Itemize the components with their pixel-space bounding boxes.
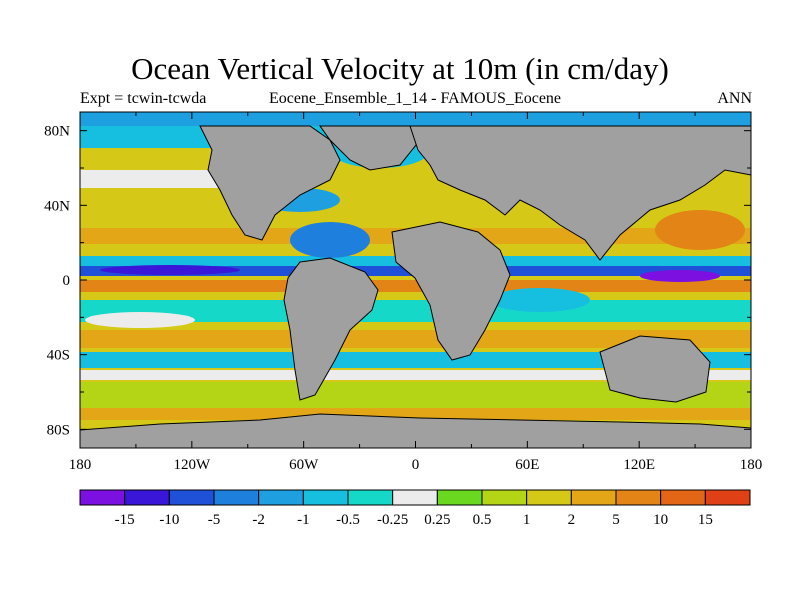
- lat-tick-label: 80N: [44, 124, 70, 140]
- indian-ocean-patch: [490, 288, 590, 312]
- land-antarctica: [80, 413, 751, 448]
- colorbar-label: 0.5: [473, 512, 492, 528]
- land-masses: [80, 125, 751, 448]
- antarctic-band: [80, 408, 751, 420]
- land-europe-asia: [409, 125, 751, 261]
- lat-tick-label: 40S: [47, 348, 70, 364]
- longitude-ticks: 180 120W 60W 0 60E 120E 180: [69, 112, 763, 473]
- lat-tick-label: 40N: [44, 198, 70, 214]
- latitude-ticks: 80N 40N 0 40S 80S: [44, 124, 751, 438]
- pacific-downwelling-2: [100, 265, 240, 275]
- colorbar: -15 -10 -5 -2 -1 -0.5 -0.25 0.25 0.5 1 2 5 10 15: [79, 489, 751, 528]
- colorbar-swatch: [302, 489, 349, 506]
- colorbar-label: 10: [653, 512, 668, 528]
- land-south-america: [283, 257, 379, 401]
- colorbar-label: -0.25: [377, 512, 408, 528]
- colorbar-swatch: [436, 489, 483, 506]
- south-white-band: [80, 370, 751, 380]
- land-north-america: [199, 125, 341, 241]
- lat-tick-label: 0: [63, 273, 71, 289]
- atlantic-blue-patch: [290, 222, 370, 258]
- colorbar-swatch: [79, 489, 126, 506]
- colorbar-swatch: [704, 489, 751, 506]
- lon-tick-label: 180: [740, 457, 763, 473]
- lon-tick-label: 60E: [515, 457, 539, 473]
- colorbar-swatch: [392, 489, 438, 506]
- pacific-downwelling: [640, 270, 720, 282]
- colorbar-label: 15: [698, 512, 713, 528]
- experiment-label: Expt = tcwin-tcwda: [80, 90, 207, 107]
- colorbar-swatch: [481, 489, 528, 506]
- north-pacific-white-band: [80, 170, 230, 188]
- colorbar-label: 2: [568, 512, 576, 528]
- colorbar-swatch: [660, 489, 706, 506]
- west-pacific-patch: [655, 210, 745, 250]
- south-mid-band: [80, 330, 751, 348]
- ensemble-subtitle: Eocene_Ensemble_1_14 - FAMOUS_Eocene: [268, 90, 562, 107]
- colorbar-swatch: [526, 489, 572, 506]
- lon-tick-label: 120W: [173, 457, 211, 473]
- colorbar-swatch: [347, 489, 394, 506]
- map-title: Ocean Vertical Velocity at 10m (in cm/da…: [131, 51, 669, 86]
- lon-tick-label: 0: [412, 457, 420, 473]
- colorbar-label: 1: [523, 512, 531, 528]
- lon-tick-label: 180: [69, 457, 92, 473]
- colorbar-label: -2: [252, 512, 265, 528]
- colorbar-label: 5: [612, 512, 620, 528]
- colorbar-swatch: [258, 489, 304, 506]
- colorbar-swatch: [570, 489, 617, 506]
- colorbar-swatch: [213, 489, 260, 506]
- colorbar-label: -1: [297, 512, 310, 528]
- land-australia: [599, 335, 711, 403]
- colorbar-label: -10: [159, 512, 179, 528]
- colorbar-swatch: [168, 489, 215, 506]
- equator-lower-band: [80, 280, 751, 292]
- lon-tick-label: 120E: [623, 457, 655, 473]
- colorbar-swatch: [124, 489, 170, 506]
- colorbar-label: -15: [115, 512, 135, 528]
- land-africa: [391, 221, 511, 361]
- lat-tick-label: 80S: [47, 422, 70, 438]
- colorbar-swatch: [615, 489, 662, 506]
- south-blue-band: [80, 352, 751, 368]
- lon-tick-label: 60W: [289, 457, 319, 473]
- east-pacific-white: [85, 312, 195, 328]
- colorbar-label: -0.5: [336, 512, 360, 528]
- colorbar-label: 0.25: [424, 512, 450, 528]
- colorbar-label: -5: [208, 512, 221, 528]
- season-label: ANN: [717, 90, 752, 107]
